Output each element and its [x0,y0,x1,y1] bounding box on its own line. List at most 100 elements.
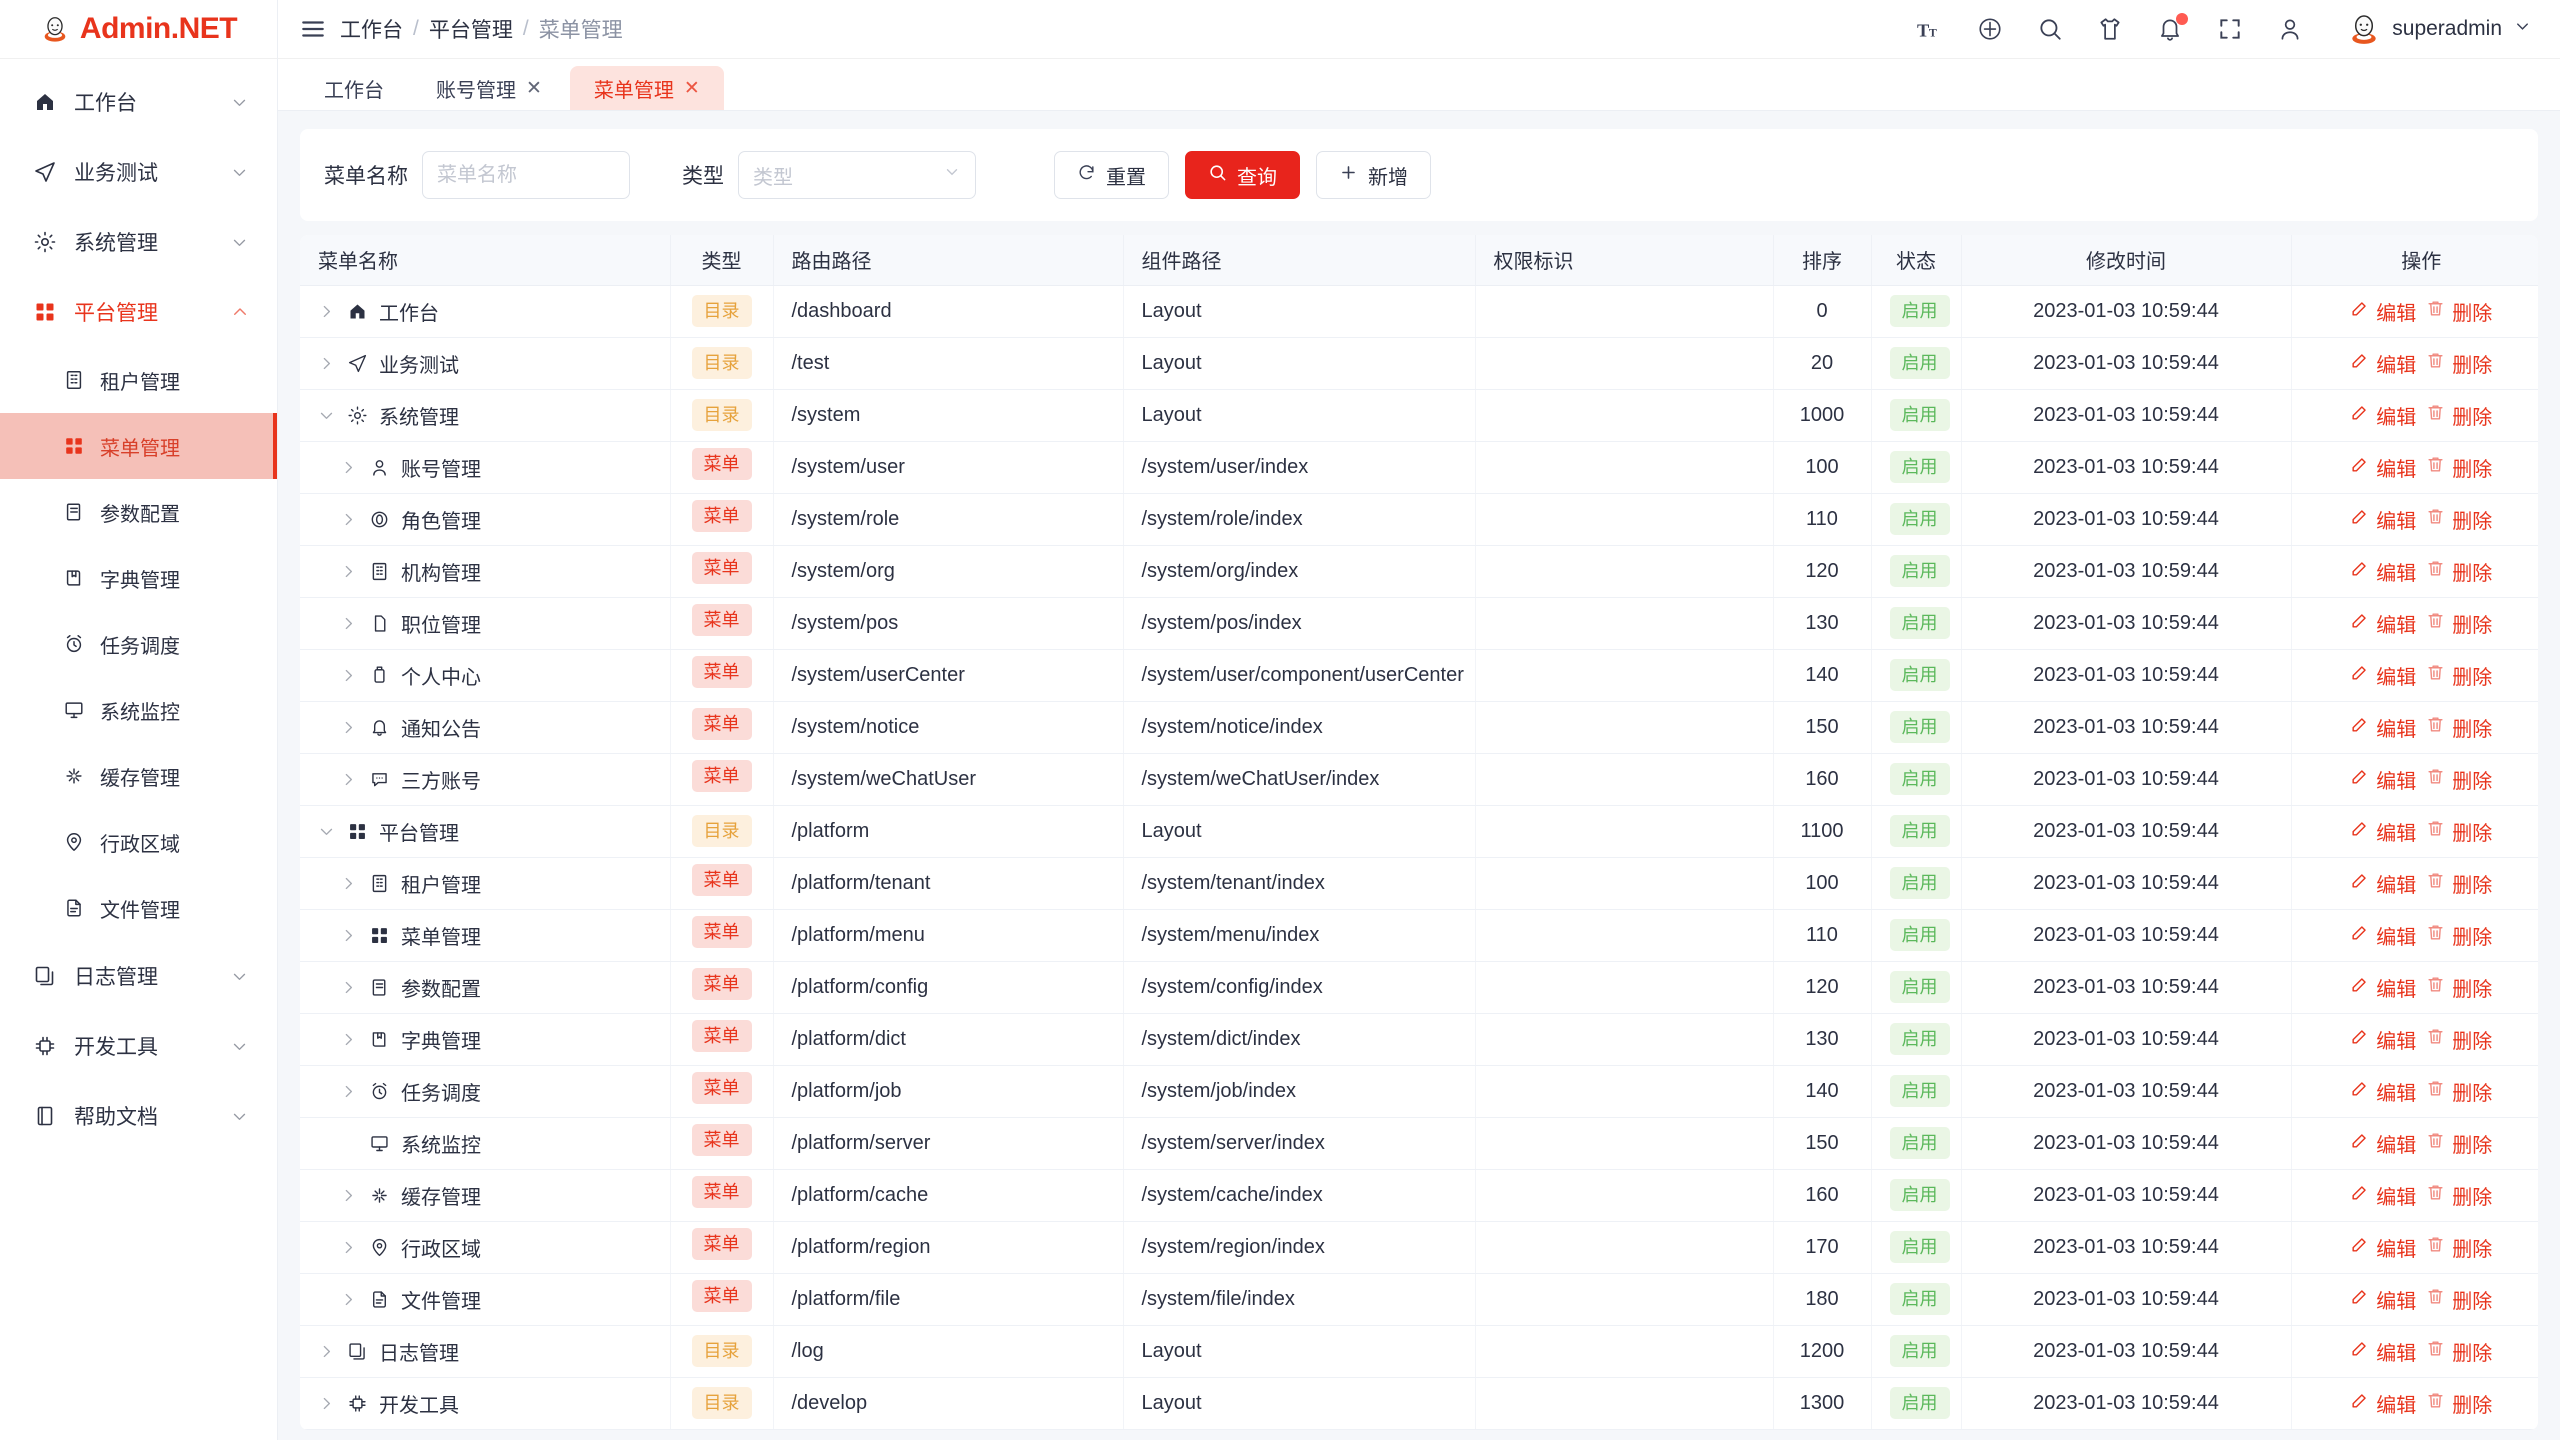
table-row[interactable]: 日志管理 目录/log Layout 1200 启用 2023-01-03 10:59:4… [300,1325,2538,1378]
table-row[interactable]: 系统监控 菜单/platform/server/system/server/ind… [300,1117,2538,1170]
sidebar-item-2[interactable]: 系统管理 [0,207,277,277]
chevron-right-icon[interactable] [318,303,335,320]
delete-action[interactable]: 删除 [2426,1233,2492,1262]
delete-action[interactable]: 删除 [2426,817,2492,846]
delete-action[interactable]: 删除 [2426,1025,2492,1054]
delete-action[interactable]: 删除 [2426,505,2492,534]
chevron-right-icon[interactable] [340,979,357,996]
delete-action[interactable]: 删除 [2426,349,2492,378]
chevron-right-icon[interactable] [340,459,357,476]
table-row[interactable]: 机构管理 菜单/system/org/system/org/index 120 启用 2… [300,545,2538,598]
chevron-right-icon[interactable] [340,771,357,788]
edit-action[interactable]: 编辑 [2350,609,2416,638]
bell-icon[interactable] [2157,13,2189,42]
tab-2[interactable]: 菜单管理 ✕ [569,66,724,110]
delete-action[interactable]: 删除 [2426,1181,2492,1210]
chevron-up-icon[interactable] [231,303,249,321]
chevron-right-icon[interactable] [318,1343,335,1360]
delete-action[interactable]: 删除 [2426,921,2492,950]
sidebar-item-1[interactable]: 业务测试 [0,137,277,207]
chevron-down-icon[interactable] [231,1037,249,1055]
table-row[interactable]: 工作台 目录/dashboard Layout 0 启用 2023-01-03 10:59… [300,285,2538,338]
delete-action[interactable]: 删除 [2426,869,2492,898]
chevron-right-icon[interactable] [340,927,357,944]
chevron-right-icon[interactable] [318,355,335,372]
sidebar-item-11[interactable]: 行政区域 [0,809,277,875]
table-row[interactable]: 字典管理 菜单/platform/dict/system/dict/index 13… [300,1013,2538,1066]
edit-action[interactable]: 编辑 [2350,1077,2416,1106]
chevron-down-icon[interactable] [231,163,249,181]
hamburger-icon[interactable] [300,16,326,42]
delete-action[interactable]: 删除 [2426,297,2492,326]
edit-action[interactable]: 编辑 [2350,973,2416,1002]
globe-icon[interactable] [1977,16,2003,42]
chevron-down-icon[interactable] [318,823,335,840]
edit-action[interactable]: 编辑 [2350,1337,2416,1366]
edit-action[interactable]: 编辑 [2350,661,2416,690]
delete-action[interactable]: 删除 [2426,557,2492,586]
edit-action[interactable]: 编辑 [2350,1233,2416,1262]
font-size-icon[interactable]: T T [1917,16,1943,42]
search-icon[interactable] [2037,16,2063,42]
type-select[interactable]: 类型 [738,151,976,199]
chevron-right-icon[interactable] [340,563,357,580]
chevron-right-icon[interactable] [318,1395,335,1412]
table-row[interactable]: 账号管理 菜单/system/user/system/user/index 100 启… [300,441,2538,494]
tab-1[interactable]: 账号管理 ✕ [412,66,566,110]
table-row[interactable]: 角色管理 菜单/system/role/system/role/index 110 启… [300,493,2538,546]
edit-action[interactable]: 编辑 [2350,505,2416,534]
sidebar-item-6[interactable]: 参数配置 [0,479,277,545]
edit-action[interactable]: 编辑 [2350,401,2416,430]
table-row[interactable]: 菜单管理 菜单/platform/menu/system/menu/index 11… [300,909,2538,962]
brand-logo[interactable]: Admin.NET [0,0,277,59]
sidebar-item-5[interactable]: 菜单管理 [0,413,277,479]
chevron-right-icon[interactable] [340,875,357,892]
table-row[interactable]: 业务测试 目录/test Layout 20 启用 2023-01-03 10:59:44… [300,337,2538,390]
edit-action[interactable]: 编辑 [2350,869,2416,898]
delete-action[interactable]: 删除 [2426,1337,2492,1366]
query-button[interactable]: 查询 [1185,151,1300,199]
table-row[interactable]: 通知公告 菜单/system/notice/system/notice/index… [300,701,2538,754]
delete-action[interactable]: 删除 [2426,661,2492,690]
breadcrumb-item-1[interactable]: 平台管理 [428,19,513,42]
chevron-down-icon[interactable] [2513,17,2532,41]
sidebar-item-0[interactable]: 工作台 [0,67,277,137]
tab-0[interactable]: 工作台 [300,66,408,110]
edit-action[interactable]: 编辑 [2350,297,2416,326]
close-icon[interactable]: ✕ [683,77,700,99]
chevron-down-icon[interactable] [231,93,249,111]
delete-action[interactable]: 删除 [2426,973,2492,1002]
edit-action[interactable]: 编辑 [2350,453,2416,482]
sidebar-item-15[interactable]: 帮助文档 [0,1081,277,1151]
edit-action[interactable]: 编辑 [2350,1285,2416,1314]
table-row[interactable]: 参数配置 菜单/platform/config/system/config/ind… [300,961,2538,1014]
delete-action[interactable]: 删除 [2426,1285,2492,1314]
menu-name-input[interactable] [422,151,630,199]
sidebar-item-12[interactable]: 文件管理 [0,875,277,941]
sidebar-item-13[interactable]: 日志管理 [0,941,277,1011]
chevron-right-icon[interactable] [340,1031,357,1048]
sidebar-item-4[interactable]: 租户管理 [0,347,277,413]
edit-action[interactable]: 编辑 [2350,817,2416,846]
breadcrumb-item-0[interactable]: 工作台 [340,19,403,42]
chevron-down-icon[interactable] [231,233,249,251]
table-row[interactable]: 行政区域 菜单/platform/region/system/region/ind… [300,1221,2538,1274]
edit-action[interactable]: 编辑 [2350,1389,2416,1418]
sidebar-item-8[interactable]: 任务调度 [0,611,277,677]
chevron-right-icon[interactable] [340,1187,357,1204]
sidebar-item-3[interactable]: 平台管理 [0,277,277,347]
sidebar-item-10[interactable]: 缓存管理 [0,743,277,809]
delete-action[interactable]: 删除 [2426,1077,2492,1106]
chevron-right-icon[interactable] [340,615,357,632]
user-menu[interactable]: superadmin [2347,12,2532,46]
table-row[interactable]: 三方账号 菜单/system/weChatUser/system/weChatUs… [300,753,2538,806]
chevron-right-icon[interactable] [340,1291,357,1308]
chevron-down-icon[interactable] [231,1107,249,1125]
fullscreen-icon[interactable] [2217,16,2243,42]
table-row[interactable]: 租户管理 菜单/platform/tenant/system/tenant/ind… [300,857,2538,910]
edit-action[interactable]: 编辑 [2350,765,2416,794]
delete-action[interactable]: 删除 [2426,765,2492,794]
reset-button[interactable]: 重置 [1054,151,1169,199]
delete-action[interactable]: 删除 [2426,453,2492,482]
edit-action[interactable]: 编辑 [2350,557,2416,586]
